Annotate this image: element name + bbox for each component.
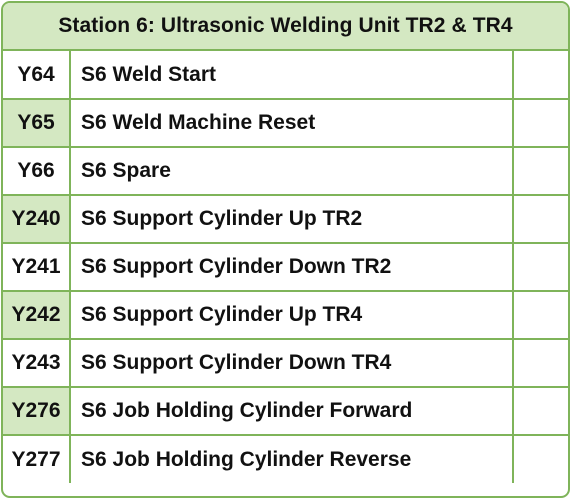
output-address: Y240 (3, 195, 71, 244)
output-description: S6 Support Cylinder Up TR2 (70, 195, 514, 244)
output-address: Y243 (3, 339, 71, 388)
check-cell[interactable] (513, 291, 568, 340)
check-cell[interactable] (513, 339, 568, 388)
output-description: S6 Weld Start (70, 51, 514, 100)
check-cell[interactable] (513, 387, 568, 436)
output-address: Y65 (3, 99, 71, 148)
output-address: Y64 (3, 51, 71, 100)
output-address: Y66 (3, 147, 71, 196)
table-row: Y65 S6 Weld Machine Reset (3, 99, 568, 148)
table-row: Y276 S6 Job Holding Cylinder Forward (3, 387, 568, 436)
table-row: Y277 S6 Job Holding Cylinder Reverse (3, 435, 568, 483)
output-address: Y241 (3, 243, 71, 292)
table-title: Station 6: Ultrasonic Welding Unit TR2 &… (3, 3, 568, 51)
table-row: Y64 S6 Weld Start (3, 51, 568, 100)
output-description: S6 Weld Machine Reset (70, 99, 514, 148)
check-cell[interactable] (513, 243, 568, 292)
table-row: Y241 S6 Support Cylinder Down TR2 (3, 243, 568, 292)
output-table: Y64 S6 Weld Start Y65 S6 Weld Machine Re… (3, 51, 568, 483)
table-row: Y66 S6 Spare (3, 147, 568, 196)
output-description: S6 Support Cylinder Up TR4 (70, 291, 514, 340)
table-row: Y243 S6 Support Cylinder Down TR4 (3, 339, 568, 388)
table-row: Y240 S6 Support Cylinder Up TR2 (3, 195, 568, 244)
check-cell[interactable] (513, 51, 568, 100)
output-description: S6 Support Cylinder Down TR2 (70, 243, 514, 292)
output-address: Y242 (3, 291, 71, 340)
check-cell[interactable] (513, 435, 568, 483)
output-description: S6 Support Cylinder Down TR4 (70, 339, 514, 388)
output-description: S6 Spare (70, 147, 514, 196)
output-description: S6 Job Holding Cylinder Reverse (70, 435, 514, 483)
output-address: Y276 (3, 387, 71, 436)
output-address: Y277 (3, 435, 71, 483)
check-cell[interactable] (513, 195, 568, 244)
table-row: Y242 S6 Support Cylinder Up TR4 (3, 291, 568, 340)
check-cell[interactable] (513, 147, 568, 196)
check-cell[interactable] (513, 99, 568, 148)
output-description: S6 Job Holding Cylinder Forward (70, 387, 514, 436)
